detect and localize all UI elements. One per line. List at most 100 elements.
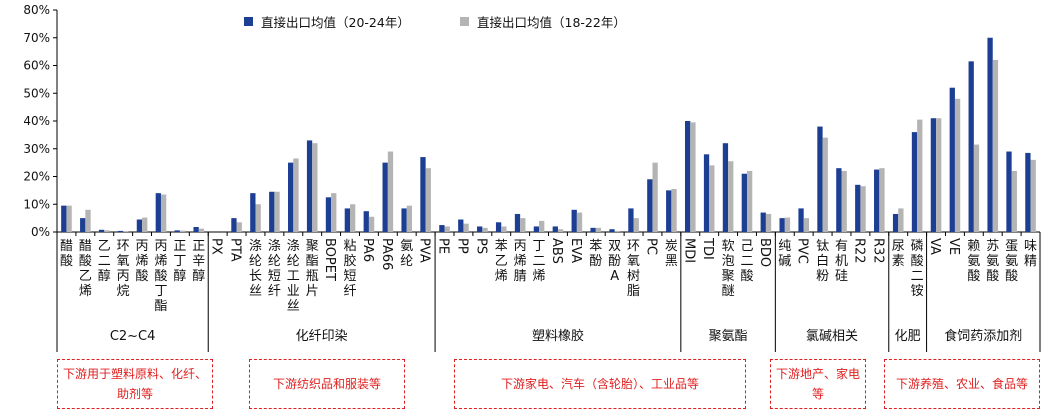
x-tick-label-char: 纯: [778, 239, 791, 254]
bar-2024-涤纶长丝: [250, 193, 256, 232]
x-tick-label: TDI: [700, 237, 715, 260]
bar-2022-正丁醇: [179, 230, 186, 232]
group-label: C2~C4: [110, 329, 156, 344]
bar-2024-PS: [477, 226, 483, 232]
bar-2022-涤纶短纤: [274, 191, 280, 232]
x-tick-label-char: 烯: [533, 269, 546, 284]
y-tick-label: 60%: [23, 59, 50, 73]
bar-2022-PA6: [368, 216, 375, 232]
x-tick-label-char: 涤: [249, 239, 262, 254]
x-tick-label-char: 短: [268, 269, 281, 284]
x-tick-label-char: 酚: [608, 254, 621, 269]
bar-2022-钛白粉: [822, 137, 828, 232]
x-tick-label-char: 辛: [192, 254, 205, 269]
x-tick-label-char: 酸: [60, 254, 73, 269]
bar-2022-粘胶短纤: [350, 204, 356, 232]
bar-2022-氨纶: [406, 205, 413, 232]
bar-2022-R32: [879, 168, 885, 232]
bar-2022-PVA: [425, 168, 431, 232]
bar-2024-环氧丙烷: [117, 230, 124, 232]
x-tick-label-char: 烯: [154, 254, 167, 269]
bar-2024-乙二醇: [98, 229, 105, 232]
group-label: 化肥: [895, 329, 921, 344]
x-tick-label-char: 酸: [79, 254, 92, 269]
note-feed: 下游养殖、农业、食品等: [884, 359, 1040, 409]
bar-2024-钛白粉: [817, 126, 823, 232]
bar-2024-苏氨酸: [987, 37, 993, 232]
bar-2022-PC: [652, 162, 658, 232]
bar-2022-PS: [482, 227, 488, 232]
x-tick-label-char: 涤: [287, 239, 300, 254]
x-tick-label-char: A: [610, 269, 619, 284]
x-tick-label: VA: [927, 238, 942, 255]
x-tick-label-char: 醋: [60, 238, 73, 254]
bar-2022-PVC: [803, 218, 809, 232]
x-tick-label: PC: [643, 238, 658, 255]
y-tick-label: 40%: [23, 114, 50, 128]
bar-2024-EVA: [571, 209, 577, 232]
x-tick-label: BOPET: [322, 238, 337, 281]
bar-2022-MDI: [690, 122, 696, 232]
x-tick-label-char: 纶: [400, 254, 413, 269]
bar-2022-有机硅: [841, 170, 847, 232]
bar-2022-VE: [954, 98, 961, 232]
x-tick-label-char: 味: [1024, 239, 1037, 254]
note-c2c4: 下游用于塑料原料、化纤、助剂等: [57, 359, 213, 409]
x-tick-label-char: 丝: [287, 299, 300, 314]
x-tick-label: PE: [436, 238, 451, 254]
x-tick-label-char: 纶: [249, 254, 262, 269]
bar-2024-TDI: [703, 154, 710, 232]
x-tick-label-char: 蛋: [1005, 239, 1018, 254]
x-tick-label-char: 胶: [344, 253, 357, 269]
x-tick-label-char: 短: [344, 269, 357, 284]
x-tick-label-char: 树: [627, 269, 640, 284]
bar-2024-PVA: [420, 157, 426, 232]
x-tick-label-char: 苯: [589, 239, 602, 254]
bar-2022-丙烯腈: [520, 218, 526, 232]
bar-2024-PE: [439, 225, 445, 232]
x-tick-label-char: 丁: [154, 284, 167, 299]
bar-2022-软泡聚醚: [728, 161, 734, 232]
legend-label-2022: 直接出口均值（18-22年）: [477, 15, 626, 30]
bar-2024-丙烯酸: [136, 219, 143, 232]
group-label: 塑料橡胶: [532, 328, 584, 344]
bar-2022-BOPET: [331, 193, 337, 232]
x-tick-label-char: 丙: [154, 239, 167, 254]
bar-2022-ABS: [557, 229, 564, 232]
bar-2024-聚酯瓶片: [306, 140, 313, 232]
x-tick-label-char: 丙: [136, 239, 149, 254]
x-tick-label-char: 白: [816, 253, 829, 269]
x-tick-label-char: 酯: [154, 299, 167, 314]
x-tick-label-char: 正: [192, 239, 205, 254]
bar-2022-环氧丙烷: [123, 231, 129, 232]
x-tick-label: EVA: [568, 238, 583, 263]
bar-2024-涤纶工业丝: [288, 162, 294, 232]
bar-2022-R22: [860, 186, 866, 232]
x-tick-label-char: 聚: [306, 239, 319, 254]
x-tick-label: BDO: [757, 238, 772, 267]
x-tick-label-char: 烯: [495, 269, 508, 284]
x-tick-label-char: 氧: [117, 254, 130, 269]
x-tick-label-char: 纤: [344, 284, 357, 299]
bar-2024-味精: [1025, 152, 1031, 232]
x-tick-label-char: 苏: [986, 238, 999, 254]
x-tick-label-char: 脂: [627, 284, 640, 299]
bar-2024-醋酸乙烯: [80, 218, 86, 232]
y-tick-label: 30%: [23, 142, 50, 156]
bar-2022-涤纶工业丝: [293, 158, 299, 232]
x-tick-label: PVA: [417, 238, 432, 263]
group-label: 化纤印染: [296, 329, 348, 344]
x-tick-label-char: 有: [835, 239, 848, 254]
bar-2022-PA66: [387, 151, 394, 232]
x-tick-label-char: 聚: [722, 269, 735, 284]
x-tick-label-char: 酸: [740, 269, 753, 284]
bar-2022-涤纶长丝: [255, 204, 261, 232]
x-tick-label: VE: [946, 238, 961, 255]
x-tick-label: PP: [454, 238, 469, 254]
bar-2024-粘胶短纤: [344, 208, 351, 232]
x-tick-label-char: 丙: [514, 239, 527, 254]
x-tick-label-char: 炭: [665, 239, 678, 254]
bar-2024-炭黑: [666, 190, 672, 232]
y-tick-label: 50%: [23, 86, 50, 100]
x-tick-label: R22: [851, 238, 866, 264]
